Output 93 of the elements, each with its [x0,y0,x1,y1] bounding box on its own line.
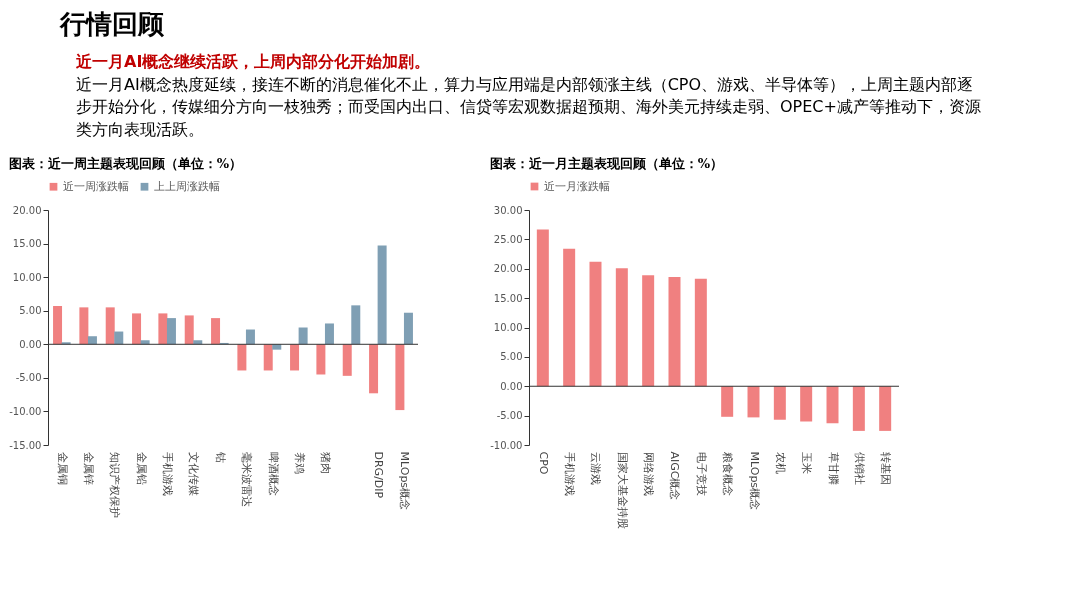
bar [61,342,71,345]
bar [237,344,247,371]
text: 近一月AI概念热度延续，接连不断的消息催化不止，算力与应用端是内部领涨主线（CPO、游戏、半导体等），上周主题内部逐步开始分化，传媒细分方向一枝独秀；而受国内出口、信贷等宏观数据超预期、海外美元持续走弱、OPEC+减产等推动下，资源类方向表现活跃。 [76,74,981,139]
bar [395,344,405,411]
legend-label: 上上周涨跌幅 [154,179,220,193]
y-tick-label: 20.00 [12,204,42,216]
bar [211,318,221,345]
bar [642,275,655,387]
y-tick-label: -10.00 [490,439,523,451]
x-tick-label: 草甘膦 [826,451,840,485]
bar [184,315,194,345]
x-tick-label: MLOps概念 [747,451,761,511]
bar [193,340,203,345]
bar [316,344,326,375]
bar [747,386,760,418]
x-tick-label: 手机游戏 [161,451,175,496]
bar [342,344,352,376]
y-tick-label: -15.00 [9,439,42,451]
legend-label: 近一月涨跌幅 [544,179,610,193]
bar [615,268,628,387]
bar [245,329,255,345]
chart-title: 图表：近一月主题表现回顾（单位：%） [489,156,724,171]
x-tick-label: 金属锌 [82,451,96,485]
bar [105,307,115,345]
bar [536,229,549,387]
bar [114,331,124,345]
text: 行情回顾 [59,8,165,39]
x-tick-label: 文化传媒 [187,451,201,496]
x-tick-label: DRG/DIP [371,451,385,499]
y-tick-label: 30.00 [493,204,523,216]
bar [879,386,892,431]
bar [800,386,813,422]
bar [263,344,273,371]
bar [87,336,97,345]
bar [140,340,150,345]
bar [369,344,379,394]
x-tick-label: 云游戏 [589,451,603,485]
bar [852,386,865,431]
y-tick-label: 0.00 [19,338,42,350]
x-tick-label: CPO [536,451,550,475]
text: 近一月AI概念继续活跃，上周内部分化开始加剧。 [75,52,431,72]
legend-label: 近一周涨跌幅 [63,179,129,193]
x-tick-label: 手机游戏 [563,451,577,496]
bar [272,344,282,350]
bar [53,306,63,345]
bar [563,248,576,387]
bar [290,344,300,371]
x-tick-label: 养鸡 [292,451,306,474]
bar [377,245,387,345]
x-tick-label: 转基因 [879,451,893,485]
x-tick-label: 农机 [773,451,787,474]
x-tick-label: 毫米波雷达 [240,451,254,507]
y-tick-label: -5.00 [15,372,42,384]
bar [166,318,176,345]
x-tick-label: 啤酒概念 [266,451,280,496]
x-tick-label: MLOps概念 [398,451,412,511]
bar [298,327,308,345]
x-tick-label: 知识产权保护 [108,451,122,518]
y-tick-label: 0.00 [500,380,523,392]
x-tick-label: 粮食概念 [721,451,735,496]
y-tick-label: 15.00 [12,238,42,250]
bar [589,261,602,387]
x-tick-label: 国家大基金持股 [615,451,629,529]
y-tick-label: -10.00 [9,405,42,417]
bar [158,313,168,345]
chart-title: 图表：近一周主题表现回顾（单位：%） [8,156,243,171]
x-tick-label: 网络游戏 [642,451,656,496]
y-tick-label: 10.00 [493,322,523,333]
x-tick-label: 钴 [213,450,227,463]
x-tick-label: AIGC概念 [668,451,682,501]
y-tick-label: 10.00 [12,271,42,283]
y-tick-label: 20.00 [493,263,523,275]
bar [826,386,839,424]
y-tick-label: 5.00 [19,305,42,317]
x-tick-label: 电子竞技 [694,451,708,496]
y-tick-label: 5.00 [500,351,523,363]
bar [721,386,734,417]
bar [324,323,334,345]
bar [773,386,786,420]
x-tick-label: 金属铜 [55,451,69,485]
x-tick-label: 供销社 [852,451,866,485]
bar [132,313,142,345]
bar [403,312,413,345]
x-tick-label: 金属铅 [134,451,148,485]
x-tick-label: 玉米 [800,451,814,474]
x-tick-label: 猪肉 [319,451,333,474]
bar [668,276,681,387]
y-tick-label: 25.00 [493,233,523,245]
bar [694,278,707,387]
bar [351,305,361,345]
y-tick-label: 15.00 [493,292,523,304]
bar [79,307,89,345]
y-tick-label: -5.00 [496,410,523,422]
